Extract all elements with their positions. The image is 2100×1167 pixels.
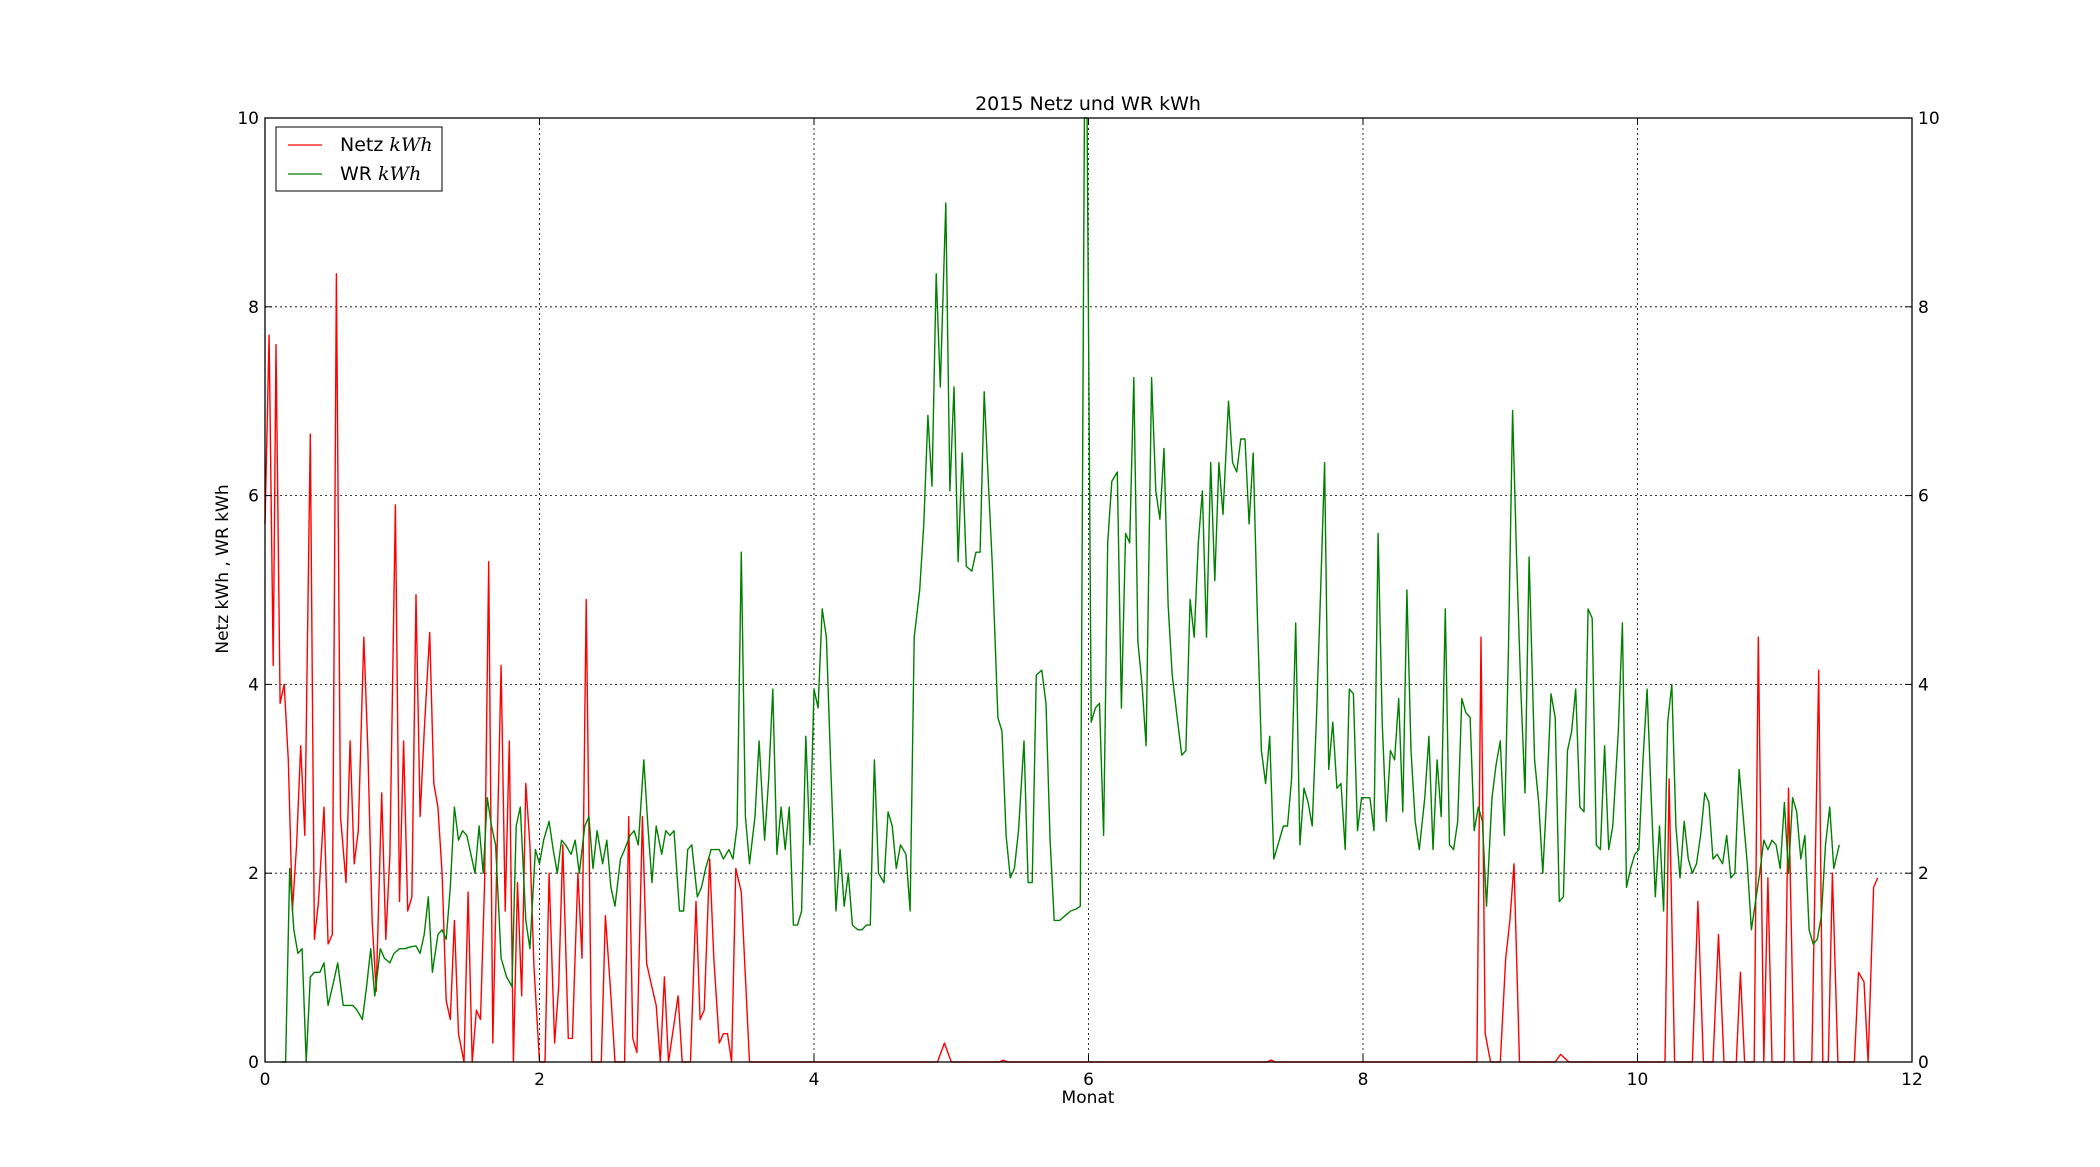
y-tick-label: 2 bbox=[248, 864, 259, 884]
y-tick-label: 10 bbox=[237, 109, 259, 129]
legend-label-wr: WR kWh bbox=[340, 163, 421, 185]
y-tick-label-right: 6 bbox=[1918, 487, 1929, 507]
x-axis-label: Monat bbox=[1062, 1088, 1115, 1108]
legend-label-netz-prefix: Netz bbox=[340, 134, 383, 156]
legend-label-wr-prefix: WR bbox=[340, 163, 372, 185]
y-tick-label: 8 bbox=[248, 298, 259, 318]
x-tick-label: 0 bbox=[260, 1070, 271, 1090]
x-tick-label: 10 bbox=[1627, 1070, 1649, 1090]
series-layer bbox=[264, 117, 1879, 1063]
y-tick-label-right: 4 bbox=[1918, 675, 1929, 695]
x-tick-label: 6 bbox=[1083, 1070, 1094, 1090]
y-axis-label: Netz kWh , WR kWh bbox=[213, 484, 233, 653]
grid-lines bbox=[265, 118, 1912, 1062]
y-tick-label: 0 bbox=[248, 1053, 259, 1073]
x-tick-label: 8 bbox=[1358, 1070, 1369, 1090]
legend-label-netz: Netz kWh bbox=[340, 134, 433, 156]
y-tick-label-right: 10 bbox=[1918, 109, 1940, 129]
y-tick-label: 6 bbox=[248, 487, 259, 507]
x-tick-label: 2 bbox=[534, 1070, 545, 1090]
y-tick-label-right: 8 bbox=[1918, 298, 1929, 318]
legend: Netz kWh WR kWh bbox=[275, 126, 443, 192]
x-tick-label: 4 bbox=[809, 1070, 820, 1090]
x-tick-label: 12 bbox=[1901, 1070, 1923, 1090]
y-tick-label: 4 bbox=[248, 675, 259, 695]
y-tick-label-right: 0 bbox=[1918, 1053, 1929, 1073]
legend-label-wr-unit: kWh bbox=[378, 163, 421, 185]
series-line-netz bbox=[264, 273, 1879, 1063]
chart-title: 2015 Netz und WR kWh bbox=[975, 93, 1201, 115]
legend-box bbox=[275, 126, 443, 192]
y-tick-label-right: 2 bbox=[1918, 864, 1929, 884]
axis-ticks: 0 2 4 6 8 10 120 02 24 46 68 810 10 bbox=[237, 109, 1939, 1090]
legend-label-netz-unit: kWh bbox=[389, 134, 432, 156]
series-line-wr bbox=[281, 117, 1840, 1063]
